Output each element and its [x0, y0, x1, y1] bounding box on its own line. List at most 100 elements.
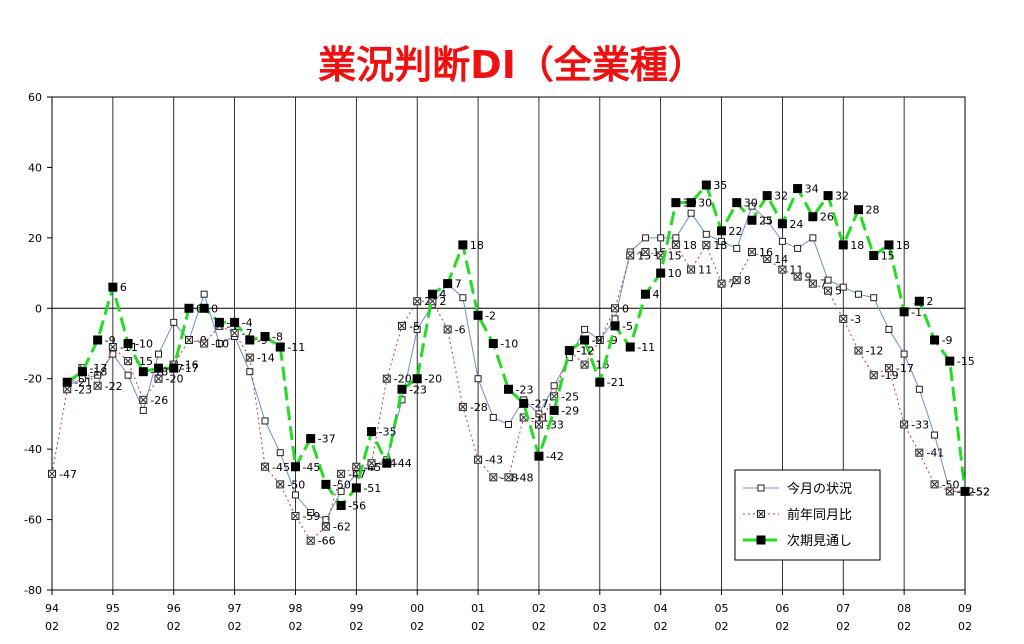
series-1-data-label: -26: [150, 394, 168, 407]
x-tick-label-year: 94: [45, 602, 59, 615]
series-1-point: [747, 247, 756, 256]
series-1-point-cross: [399, 323, 405, 329]
series-1-point: [428, 297, 437, 306]
series-2-data-label: -12: [576, 345, 594, 358]
y-tick-label: -20: [24, 373, 42, 386]
series-1-point-cross: [825, 287, 831, 294]
series-0-point: [291, 491, 299, 499]
series-1-point: [930, 480, 939, 489]
series-2-data-label: -4: [242, 316, 253, 329]
series-1-point-cross: [246, 354, 253, 361]
series-1-point: [154, 374, 163, 383]
series-2-data-label: 28: [865, 204, 879, 217]
series-1-point: [108, 343, 117, 352]
series-0-point: [261, 417, 269, 425]
series-1-point: [687, 265, 696, 274]
series-1-point-cross: [49, 470, 55, 477]
x-tick-label-month: 02: [228, 620, 242, 633]
series-0-point: [535, 410, 543, 418]
series-2-data-label: 26: [820, 211, 834, 224]
series-1-point: [139, 395, 148, 404]
x-tick-label-year: 03: [593, 602, 607, 615]
series-1-point-cross: [870, 372, 877, 379]
series-1-point: [900, 420, 909, 429]
series-2-point: [838, 240, 848, 250]
series-1-data-label: -20: [166, 373, 184, 386]
series-0-point: [687, 209, 695, 217]
series-1-point: [413, 297, 422, 306]
series-1-point-cross: [733, 277, 740, 283]
series-2-point: [914, 296, 924, 306]
series-2-point: [732, 198, 742, 208]
series-1-point-cross: [916, 449, 923, 456]
series-2-data-label: 18: [896, 239, 910, 252]
series-2-point: [808, 212, 818, 222]
series-1-point-cross: [931, 481, 938, 488]
series-1-point: [702, 240, 711, 249]
series-1-point-cross: [140, 396, 147, 403]
series-1-point: [595, 335, 604, 344]
x-tick-label-year: 99: [349, 602, 363, 615]
series-0-point: [246, 368, 254, 376]
series-2-point: [610, 321, 620, 331]
series-2-point: [230, 317, 240, 327]
series-1-point: [337, 469, 346, 478]
series-1-data-label: -48: [516, 471, 534, 484]
y-tick-label: 40: [28, 161, 42, 174]
series-2-point: [656, 268, 666, 278]
series-2-data-label: -21: [607, 376, 625, 389]
series-1-point-cross: [809, 280, 816, 287]
series-1-data-label: -41: [926, 447, 944, 460]
series-1-data-label: 18: [683, 239, 697, 252]
x-tick-label-month: 02: [410, 620, 424, 633]
series-1-data-label: -17: [89, 362, 107, 375]
series-2-data-label: 30: [698, 197, 712, 210]
series-2-point: [275, 342, 285, 352]
series-1-point-cross: [429, 298, 436, 305]
y-tick-label: 0: [35, 302, 42, 315]
series-1-point: [321, 522, 330, 531]
series-2-point: [93, 335, 103, 345]
x-tick-label-year: 00: [410, 602, 424, 615]
series-1-point: [824, 286, 833, 295]
series-2-point: [930, 335, 940, 345]
series-1-point-cross: [657, 252, 664, 259]
series-0-point: [733, 244, 741, 252]
series-2-data-label: -20: [424, 373, 442, 386]
series-2-data-label: 34: [805, 183, 819, 196]
series-1-point-cross: [110, 344, 116, 350]
series-2-point: [899, 307, 909, 317]
series-0-point: [200, 290, 208, 298]
series-1-point-cross: [749, 249, 755, 255]
series-1-point-cross: [94, 382, 101, 389]
series-2-data-label: 30: [744, 197, 758, 210]
series-2-data-label: -18: [89, 366, 107, 379]
series-1-point-cross: [855, 347, 862, 354]
series-1-point-cross: [627, 252, 634, 259]
y-tick-label: 60: [28, 91, 42, 104]
series-1-point: [763, 254, 772, 263]
series-2-point: [869, 250, 879, 260]
series-2-data-label: -21: [74, 376, 92, 389]
series-2-data-label: -37: [318, 433, 336, 446]
series-2-data-label: -44: [394, 457, 412, 470]
series-0-point: [276, 449, 284, 457]
chart-title: 業況判断DI（全業種）: [318, 43, 706, 87]
series-2-point: [108, 282, 118, 292]
series-2-point: [77, 367, 87, 377]
series-1-point-cross: [459, 404, 466, 410]
series-2-point: [138, 367, 148, 377]
x-tick-label-month: 02: [775, 620, 789, 633]
series-2-point: [336, 500, 346, 510]
y-tick-label: -40: [24, 443, 42, 456]
series-1-point-cross: [155, 375, 162, 382]
series-2-point: [306, 434, 316, 444]
series-0-point: [718, 237, 726, 245]
series-0-point: [124, 371, 132, 379]
series-2-data-label: -52: [972, 485, 990, 498]
series-1-point-cross: [307, 537, 314, 544]
series-1-point-cross: [520, 414, 527, 421]
series-1-data-label: -59: [302, 510, 320, 523]
series-1-point-cross: [946, 488, 953, 495]
